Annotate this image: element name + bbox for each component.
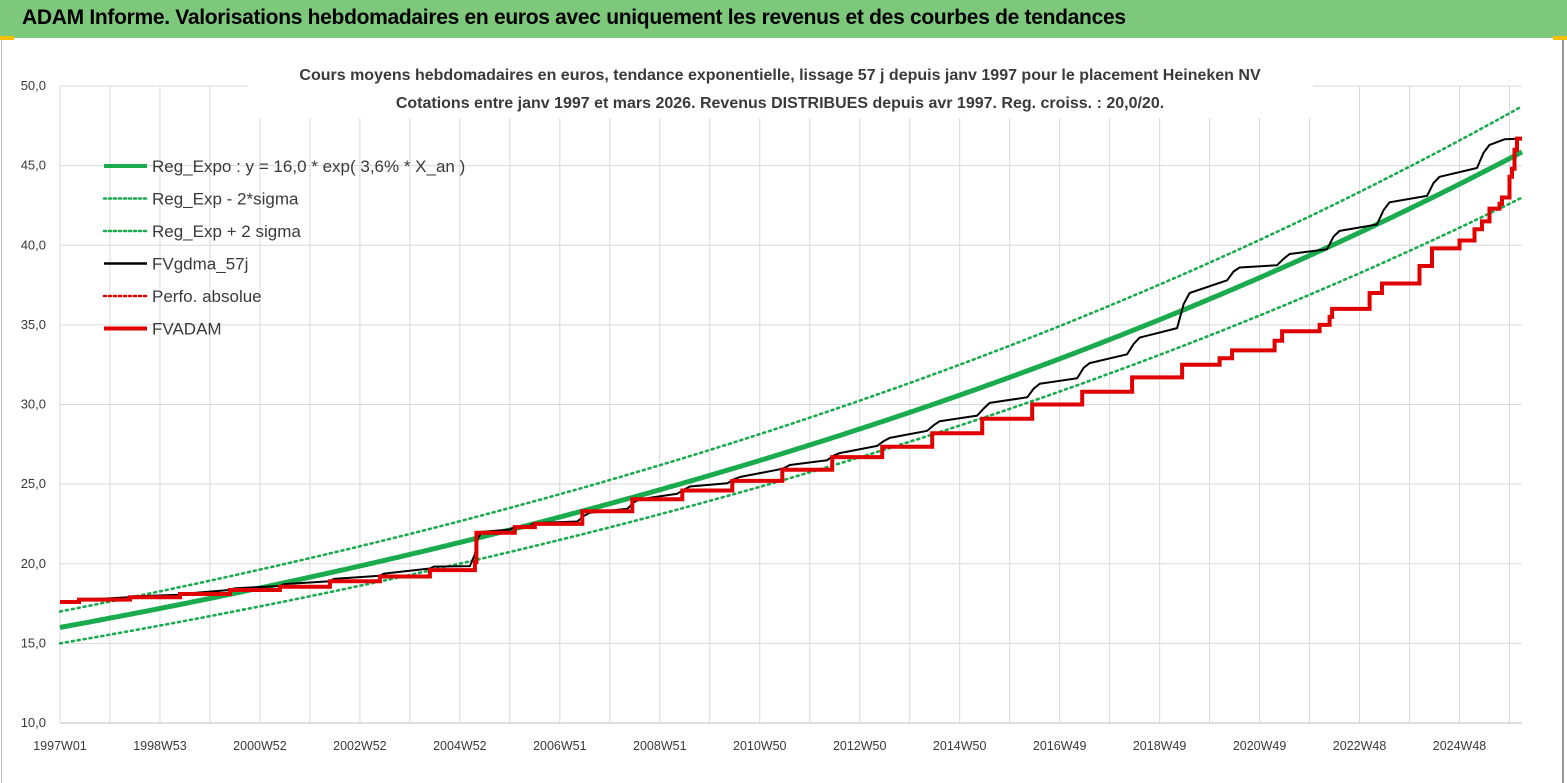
y-tick-label: 30,0: [21, 397, 46, 412]
chart-title: Cours moyens hebdomadaires en euros, ten…: [299, 67, 1261, 84]
series-layer: [58, 105, 1524, 645]
x-tick-label: 2018W49: [1133, 739, 1187, 753]
grid-lines: [59, 85, 1522, 724]
legend-label: Reg_Expo : y = 16,0 * exp( 3,6% * X_an ): [152, 157, 465, 176]
x-tick-label: 2016W49: [1033, 739, 1087, 753]
x-tick-label: 2004W52: [433, 739, 487, 753]
y-tick-label: 50,0: [21, 78, 46, 93]
x-tick-label: 2006W51: [533, 739, 587, 753]
chart-border-right: [1562, 40, 1564, 783]
legend-label: Perfo. absolue: [152, 287, 262, 306]
series-fvadam: [60, 136, 1522, 604]
x-tick-label: 2000W52: [233, 739, 287, 753]
series-reg-exp-high: [58, 105, 1524, 613]
report-title: ADAM Informe. Valorisations hebdomadaire…: [22, 6, 1126, 29]
legend-label: Reg_Exp + 2 sigma: [152, 222, 301, 241]
legend-label: FVADAM: [152, 320, 222, 339]
x-axis-ticks: 1997W01 1998W53 2000W52 2002W52 2004W52 2006W…: [33, 739, 1486, 753]
y-axis-ticks: 10,0 15,0 20,0 25,0 30,0 35,0 40,0 45,0 50,0: [21, 78, 46, 730]
y-tick-label: 45,0: [21, 158, 46, 173]
x-tick-label: 2020W49: [1233, 739, 1287, 753]
series-reg-expo: [59, 149, 1524, 630]
y-tick-label: 35,0: [21, 317, 46, 332]
x-tick-label: 2022W48: [1333, 739, 1387, 753]
y-tick-label: 40,0: [21, 237, 46, 252]
report-banner: ADAM Informe. Valorisations hebdomadaire…: [0, 0, 1567, 38]
y-tick-label: 20,0: [21, 556, 46, 571]
chart-border-left: [1, 40, 2, 783]
legend-label: Reg_Exp - 2*sigma: [152, 190, 299, 209]
x-tick-label: 1997W01: [33, 739, 87, 753]
accent-bar-right: [1553, 36, 1567, 40]
y-tick-label: 15,0: [21, 635, 46, 650]
x-tick-label: 2014W50: [933, 739, 987, 753]
accent-bar-left: [0, 36, 14, 40]
legend: Reg_Expo : y = 16,0 * exp( 3,6% * X_an )…: [102, 157, 465, 339]
x-tick-label: 2024W48: [1433, 739, 1487, 753]
x-tick-label: 1998W53: [133, 739, 187, 753]
y-tick-label: 10,0: [21, 715, 46, 730]
chart-subtitle: Cotations entre janv 1997 et mars 2026. …: [396, 95, 1164, 112]
x-tick-label: 2002W52: [333, 739, 387, 753]
series-reg-exp-low: [58, 196, 1524, 645]
y-tick-label: 25,0: [21, 476, 46, 491]
series-fvgdma: [59, 137, 1523, 603]
x-tick-label: 2010W50: [733, 739, 787, 753]
x-tick-label: 2012W50: [833, 739, 887, 753]
legend-label: FVgdma_57j: [152, 255, 248, 274]
x-tick-label: 2008W51: [633, 739, 687, 753]
title-background: [248, 58, 1313, 118]
